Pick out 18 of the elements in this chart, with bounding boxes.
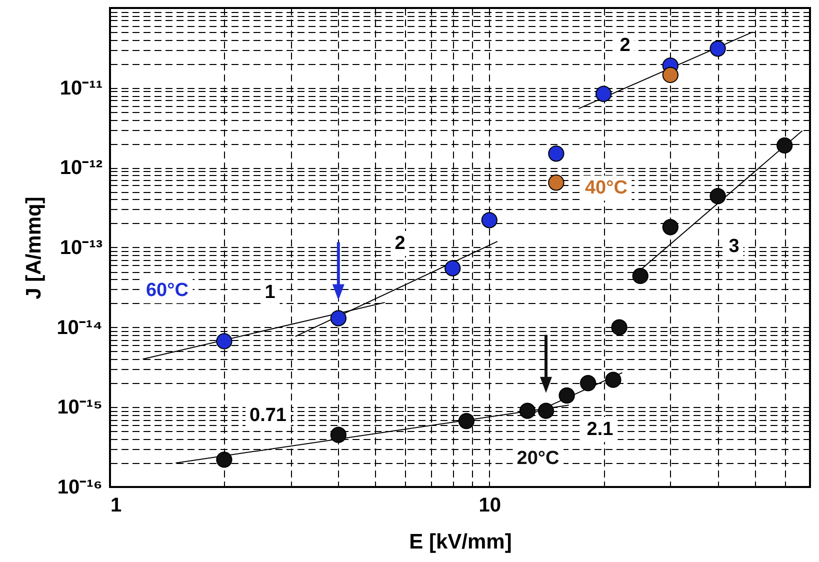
y-tick-label: 10⁻¹⁶ <box>57 476 102 498</box>
y-axis-title: J [A/mmq] <box>22 196 46 300</box>
text: 60°C <box>146 280 189 302</box>
annotation: 2 <box>394 233 406 254</box>
annotation: 3 <box>728 236 740 257</box>
annotation: 2.1 <box>586 419 614 440</box>
annotation: 0.71 <box>250 405 287 426</box>
y-tick-label: 10⁻¹⁵ <box>57 396 102 419</box>
series-label: 20°C <box>516 448 560 469</box>
x-axis-title: E [kV/mm] <box>409 530 512 554</box>
series-label: 40°C <box>584 178 628 199</box>
y-tick-label: 10⁻¹⁴ <box>56 316 102 339</box>
annotation: 1 <box>264 282 276 303</box>
y-tick-label: 10⁻¹² <box>60 157 103 180</box>
annotation: 2 <box>620 35 630 56</box>
y-tick-label: 10⁻¹¹ <box>60 77 103 100</box>
y-tick-label: 10⁻¹³ <box>60 237 103 259</box>
x-tick-label: 10 <box>478 494 502 516</box>
